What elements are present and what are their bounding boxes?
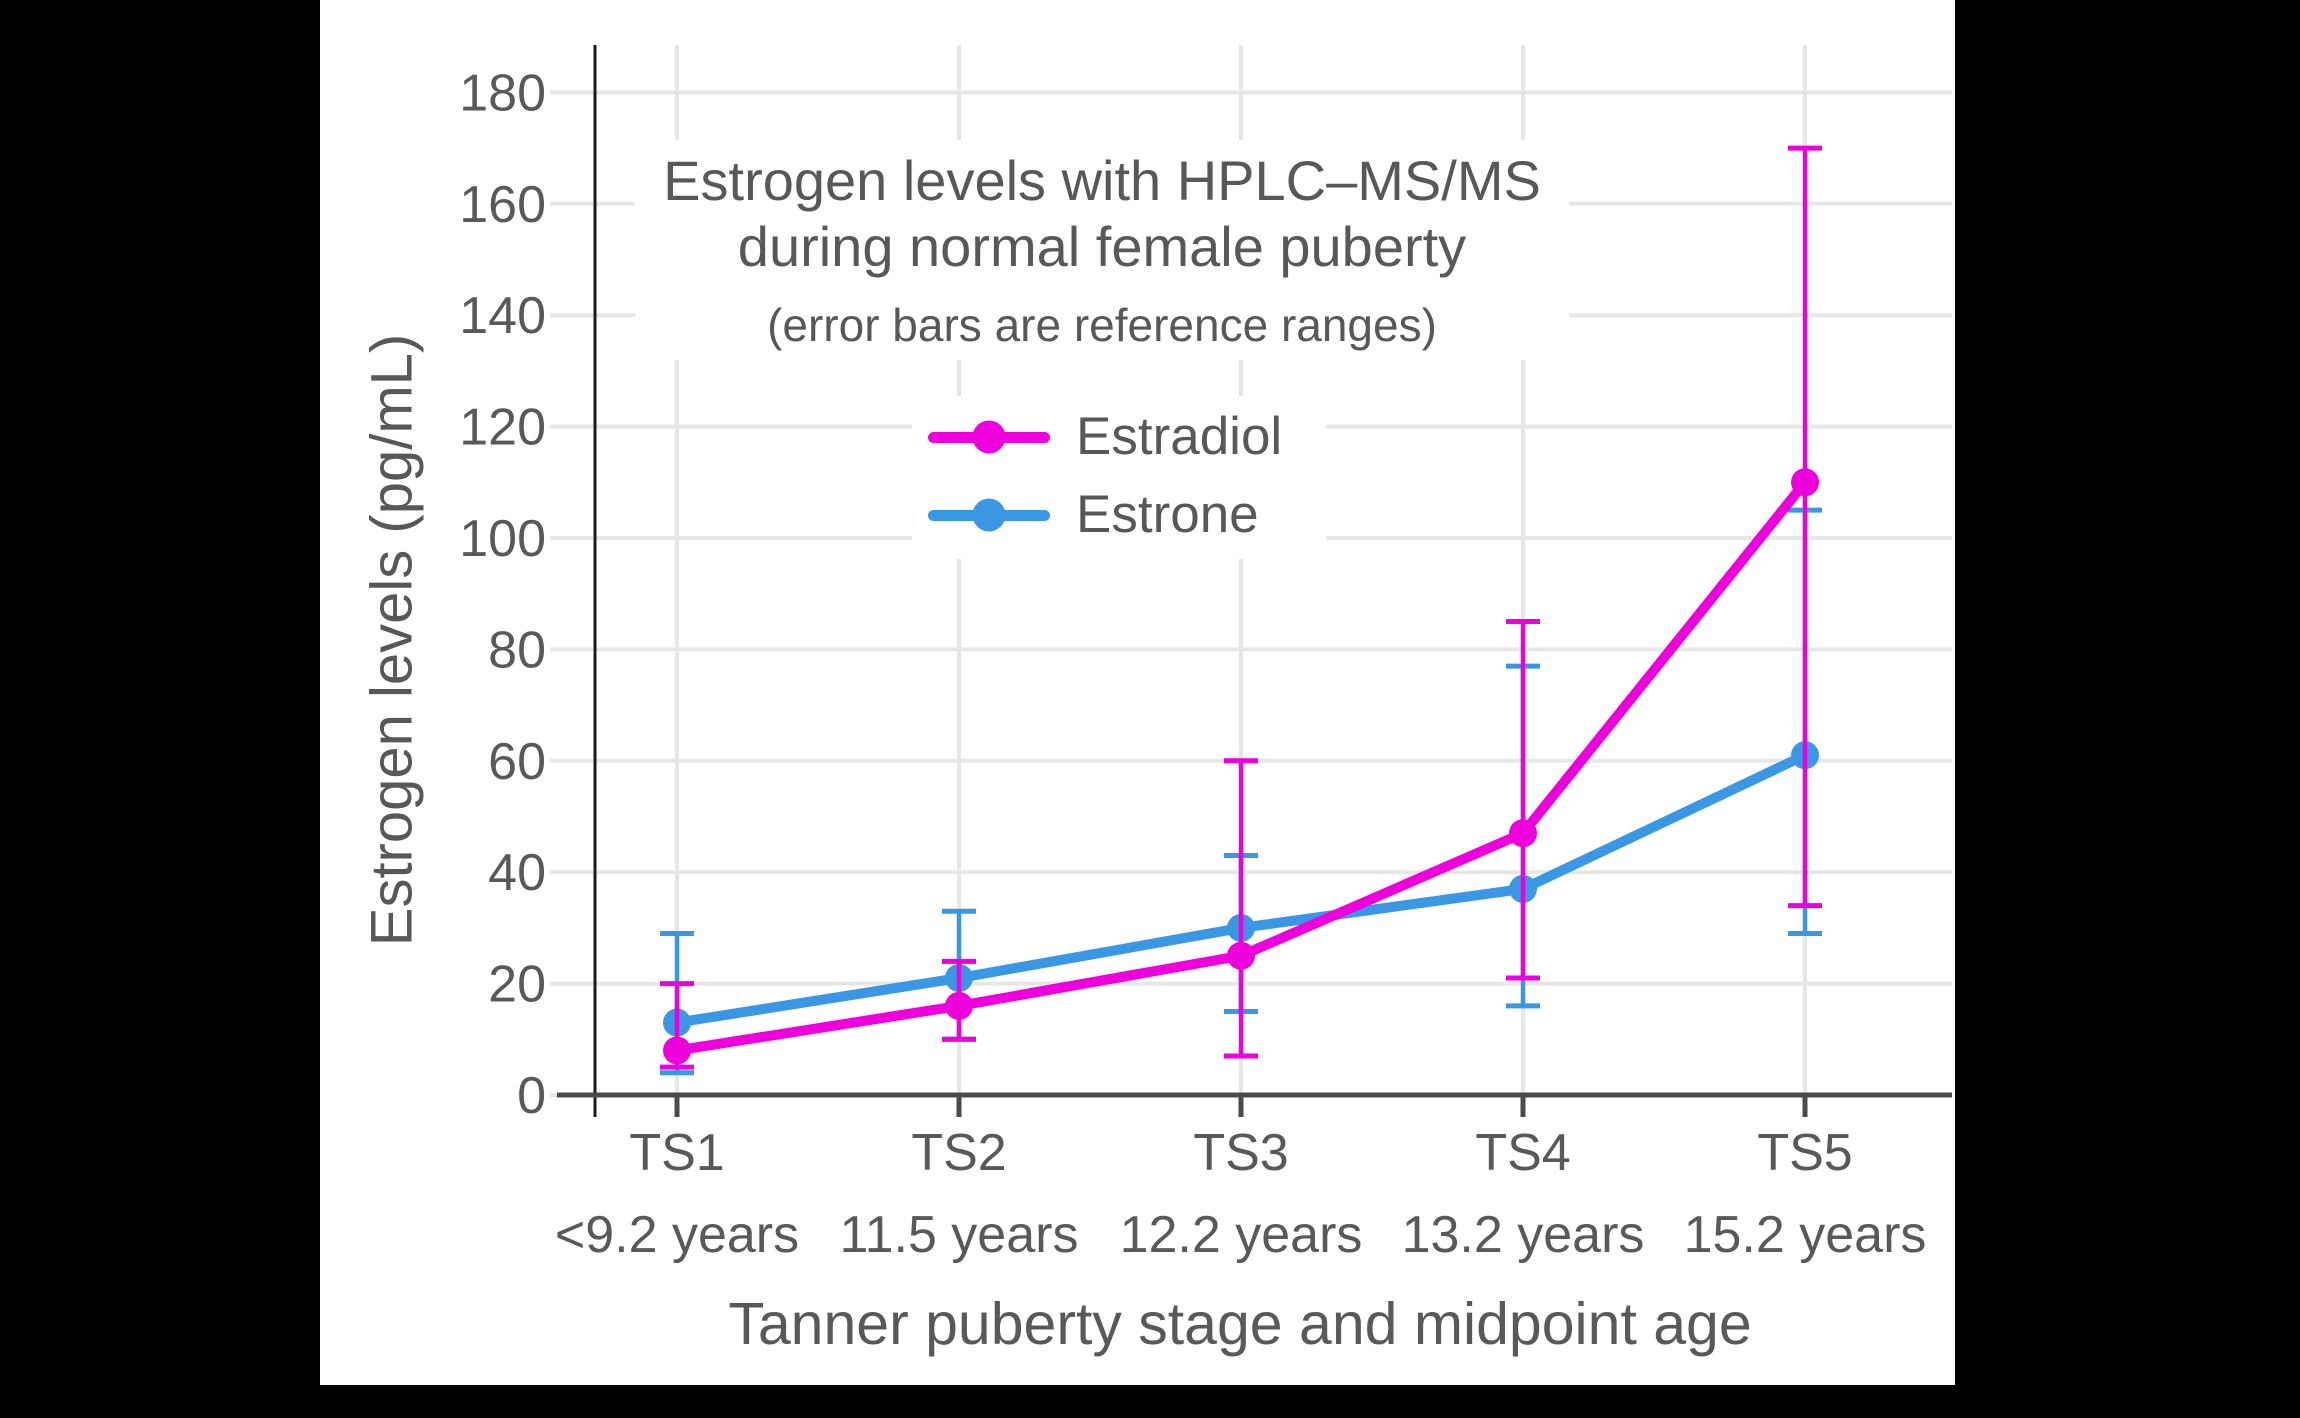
legend-label-estradiol: Estradiol [1076, 407, 1283, 466]
svg-text:Tanner puberty stage and midpo: Tanner puberty stage and midpoint age [728, 1291, 1751, 1357]
svg-text:TS1: TS1 [629, 1124, 724, 1182]
x-tick-labels: TS1 <9.2 years TS2 11.5 years TS3 12.2 years T… [555, 1124, 1927, 1264]
chart-title-line1: Estrogen levels with HPLC–MS/MS [663, 149, 1541, 212]
svg-text:120: 120 [459, 399, 546, 457]
svg-text:100: 100 [459, 510, 546, 568]
svg-text:12.2 years: 12.2 years [1120, 1206, 1363, 1264]
svg-text:80: 80 [488, 621, 546, 679]
svg-text:160: 160 [459, 176, 546, 234]
chart-title: Estrogen levels with HPLC–MS/MS during n… [635, 140, 1569, 361]
series-estradiol [660, 145, 1822, 1070]
svg-text:11.5 years: 11.5 years [840, 1206, 1079, 1264]
legend-label-estrone: Estrone [1076, 485, 1259, 545]
axes [550, 45, 1952, 1117]
svg-text:20: 20 [488, 956, 546, 1014]
svg-text:TS4: TS4 [1475, 1124, 1570, 1182]
y-tick-labels: 0 20 40 60 80 100 120 140 160 180 [459, 64, 546, 1125]
x-axis-title: Tanner puberty stage and midpoint age [728, 1291, 1751, 1357]
estradiol-line-marker-swatch [928, 420, 1050, 454]
svg-text:TS2: TS2 [911, 1124, 1006, 1182]
svg-text:15.2 years: 15.2 years [1684, 1206, 1927, 1264]
legend-item-estradiol: Estradiol [928, 407, 1283, 466]
legend-item-estrone: Estrone [928, 485, 1282, 545]
svg-text:140: 140 [459, 287, 546, 345]
svg-text:40: 40 [488, 844, 546, 902]
y-axis-title: Estrogen levels (pg/mL) [359, 333, 425, 947]
svg-text:TS5: TS5 [1757, 1124, 1852, 1182]
svg-text:TS3: TS3 [1193, 1124, 1288, 1182]
estrone-dot-icon [972, 498, 1006, 532]
svg-text:<9.2 years: <9.2 years [555, 1206, 799, 1264]
svg-text:180: 180 [459, 64, 546, 122]
svg-text:60: 60 [488, 733, 546, 791]
svg-text:13.2 years: 13.2 years [1402, 1206, 1645, 1264]
chart-panel: 0 20 40 60 80 100 120 140 160 180 TS1 <9.2 years TS2… [320, 0, 1955, 1385]
estradiol-dot-icon [972, 420, 1006, 454]
legend: Estradiol Estrone [912, 396, 1327, 559]
chart-subtitle: (error bars are reference ranges) [767, 299, 1437, 352]
chart-title-line2: during normal female puberty [737, 215, 1467, 279]
estrone-line-marker-swatch [928, 498, 1050, 532]
svg-text:0: 0 [517, 1067, 546, 1125]
